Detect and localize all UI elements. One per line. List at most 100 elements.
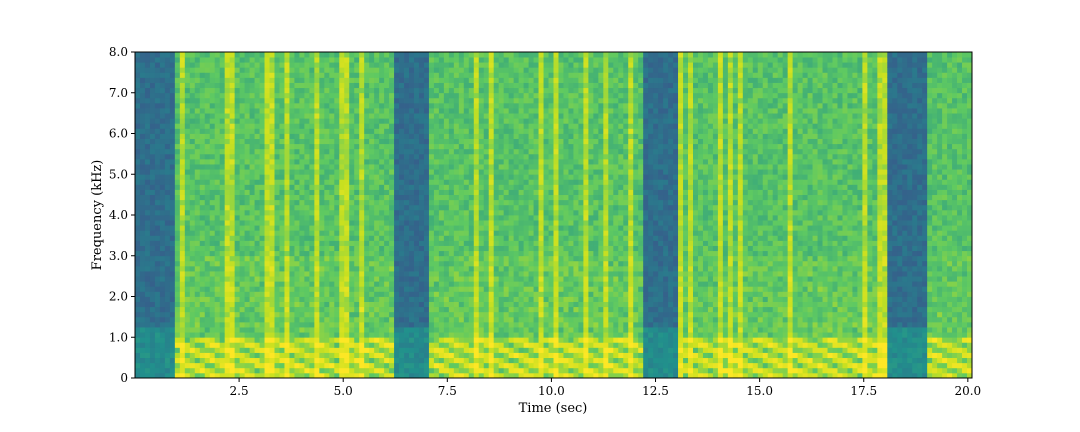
spectrogram-cell <box>493 102 500 109</box>
spectrogram-cell <box>478 255 485 262</box>
spectrogram-cell <box>488 169 495 175</box>
spectrogram-cell <box>249 82 255 89</box>
spectrogram-cell <box>244 189 250 196</box>
spectrogram-cell <box>493 128 500 134</box>
spectrogram-cell <box>518 240 525 246</box>
spectrogram-cell <box>508 164 515 170</box>
spectrogram-cell <box>349 250 355 257</box>
spectrogram-cell <box>204 352 211 359</box>
spectrogram-cell <box>179 220 186 226</box>
spectrogram-cell <box>289 265 295 272</box>
spectrogram-cell <box>269 291 275 297</box>
spectrogram-cell <box>339 52 345 58</box>
spectrogram-cell <box>294 204 300 211</box>
spectrogram-cell <box>164 102 171 109</box>
spectrogram-cell <box>394 245 400 252</box>
spectrogram-cell <box>364 169 370 175</box>
spectrogram-cell <box>159 82 166 89</box>
spectrogram-cell <box>344 240 350 246</box>
spectrogram-cell <box>244 271 250 277</box>
spectrogram-cell <box>453 347 460 353</box>
spectrogram-cell <box>204 108 211 114</box>
spectrogram-cell <box>239 215 246 221</box>
spectrogram-cell <box>319 327 325 333</box>
spectrogram-cell <box>414 77 420 83</box>
spectrogram-cell <box>409 158 415 165</box>
spectrogram-cell <box>493 337 500 343</box>
spectrogram-cell <box>359 133 365 139</box>
spectrogram-cell <box>249 184 255 190</box>
spectrogram-cell <box>259 204 265 211</box>
spectrogram-cell <box>259 164 265 170</box>
spectrogram-cell <box>294 250 300 257</box>
spectrogram-cell <box>169 220 176 226</box>
spectrogram-cell <box>294 235 300 241</box>
spectrogram-cell <box>513 174 520 180</box>
spectrogram-cell <box>339 108 345 114</box>
spectrogram-cell <box>164 158 171 165</box>
spectrogram-cell <box>284 220 290 226</box>
spectrogram-cell <box>199 235 206 241</box>
spectrogram-cell <box>369 260 375 267</box>
spectrogram-cell <box>194 138 201 145</box>
spectrogram-cell <box>259 332 265 338</box>
spectrogram-cell <box>244 138 250 145</box>
spectrogram-cell <box>359 67 365 73</box>
spectrogram-cell <box>154 215 161 221</box>
spectrogram-cell <box>409 352 415 359</box>
spectrogram-cell <box>518 321 525 328</box>
spectrogram-cell <box>184 143 191 150</box>
spectrogram-cell <box>189 347 196 353</box>
spectrogram-cell <box>219 321 226 328</box>
spectrogram-cell <box>269 245 275 252</box>
spectrogram-cell <box>264 164 270 170</box>
spectrogram-cell <box>304 62 310 68</box>
spectrogram-cell <box>488 174 495 180</box>
spectrogram-cell <box>518 164 525 170</box>
spectrogram-cell <box>174 189 181 196</box>
spectrogram-cell <box>164 362 171 369</box>
spectrogram-cell <box>174 337 181 343</box>
spectrogram-cell <box>428 337 435 343</box>
spectrogram-cell <box>304 133 310 139</box>
spectrogram-cell <box>503 337 510 343</box>
spectrogram-cell <box>453 245 460 252</box>
spectrogram-cell <box>249 245 255 252</box>
spectrogram-cell <box>274 225 280 231</box>
spectrogram-cell <box>304 260 310 267</box>
spectrogram-cell <box>234 367 241 374</box>
spectrogram-cell <box>458 225 465 231</box>
spectrogram-cell <box>274 123 280 129</box>
spectrogram-cell <box>144 209 151 216</box>
spectrogram-cell <box>324 138 330 145</box>
spectrogram-cell <box>204 174 211 180</box>
spectrogram-cell <box>448 138 455 145</box>
spectrogram-cell <box>244 118 250 124</box>
spectrogram-cell <box>264 108 270 114</box>
spectrogram-cell <box>423 271 430 277</box>
spectrogram-cell <box>154 230 161 236</box>
spectrogram-cell <box>294 327 300 333</box>
spectrogram-cell <box>299 113 305 119</box>
spectrogram-cell <box>234 194 241 201</box>
spectrogram-cell <box>493 164 500 170</box>
spectrogram-cell <box>254 118 260 124</box>
spectrogram-cell <box>508 72 515 78</box>
spectrogram-cell <box>369 255 375 262</box>
spectrogram-cell <box>339 225 345 231</box>
spectrogram-cell <box>404 97 410 104</box>
spectrogram-cell <box>414 97 420 104</box>
spectrogram-cell <box>518 97 525 104</box>
spectrogram-cell <box>314 184 320 190</box>
spectrogram-cell <box>164 311 171 318</box>
spectrogram-cell <box>309 362 315 369</box>
spectrogram-cell <box>463 286 470 292</box>
spectrogram-cell <box>234 215 241 221</box>
spectrogram-cell <box>214 179 221 185</box>
spectrogram-cell <box>369 72 375 78</box>
spectrogram-cell <box>503 306 510 313</box>
spectrogram-cell <box>354 143 360 150</box>
spectrogram-cell <box>453 77 460 83</box>
spectrogram-cell <box>149 321 156 328</box>
spectrogram-cell <box>483 291 490 297</box>
